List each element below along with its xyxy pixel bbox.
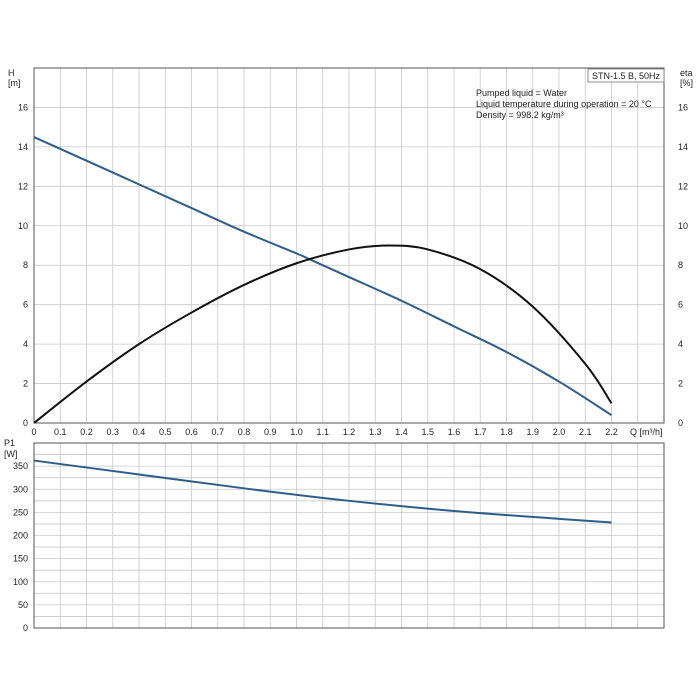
x-tick-label: 0.3	[106, 427, 119, 437]
y-axis-label-top: H	[8, 68, 15, 78]
x-tick-label: 0.7	[211, 427, 224, 437]
x-tick-label: 0.4	[133, 427, 146, 437]
y2-tick-label: 8	[678, 260, 683, 270]
y2-tick-label: 10	[678, 221, 688, 231]
y2-tick-label: 12	[678, 181, 688, 191]
y2-tick-label: 4	[678, 339, 683, 349]
info-pumped-liquid: Pumped liquid = Water	[476, 88, 567, 98]
top-panel-frame	[33, 67, 665, 424]
y-tick-label: 14	[18, 142, 28, 152]
y-axis-label-top-unit: [m]	[8, 78, 21, 88]
tick-labels: 0 0.1 0.2 0.3 0.4 0.5 0.6 0.7 0.8 0.9 1.0 1.1 1.2 1.3…	[13, 102, 688, 633]
y-tick-label: 6	[23, 300, 28, 310]
x-tick-label: 1.6	[448, 427, 461, 437]
x-tick-label: 0.8	[238, 427, 251, 437]
y2-axis-label: eta	[680, 68, 693, 78]
x-tick-label: 1.0	[290, 427, 303, 437]
x-tick-label: 1.7	[474, 427, 487, 437]
x-tick-label: 1.3	[369, 427, 382, 437]
x-tick-label: 1.5	[421, 427, 434, 437]
curves	[33, 136, 613, 524]
y-tick-label-power: 200	[13, 531, 28, 541]
info-liquid-temperature: Liquid temperature during operation = 20…	[476, 99, 652, 109]
x-tick-label: 1.2	[343, 427, 356, 437]
y2-tick-label: 2	[678, 379, 683, 389]
x-axis-label: Q [m³/h]	[630, 427, 663, 437]
x-tick-label: 2.0	[553, 427, 566, 437]
y2-axis-label-unit: [%]	[680, 78, 693, 88]
y-tick-label-power: 300	[13, 484, 28, 494]
x-tick-label: 0.9	[264, 427, 277, 437]
y-tick-label-power: 0	[23, 623, 28, 633]
bottom-panel-grid	[34, 443, 664, 628]
x-tick-label: 1.9	[526, 427, 539, 437]
y-tick-label-power: 50	[18, 600, 28, 610]
y2-tick-label: 0	[678, 418, 683, 428]
x-tick-label: 2.1	[579, 427, 592, 437]
y2-tick-label: 16	[678, 102, 688, 112]
y-tick-label: 8	[23, 260, 28, 270]
y-tick-label-power: 350	[13, 461, 28, 471]
y-tick-label: 4	[23, 339, 28, 349]
power-curve	[33, 459, 612, 524]
x-tick-label: 0.2	[80, 427, 93, 437]
bottom-panel-frame	[33, 442, 665, 629]
y-tick-label: 16	[18, 102, 28, 112]
y2-tick-label: 14	[678, 142, 688, 152]
y-tick-label: 2	[23, 379, 28, 389]
y-tick-label: 0	[23, 418, 28, 428]
legend-box	[587, 68, 665, 83]
y-axis-label-bottom-unit: [W]	[4, 449, 18, 459]
y-tick-label-power: 150	[13, 554, 28, 564]
y-axis-label-bottom: P1	[4, 438, 15, 448]
eta-curve	[33, 244, 613, 424]
x-tick-label: 1.4	[395, 427, 408, 437]
x-tick-label: 2.2	[605, 427, 618, 437]
y-tick-label-power: 250	[13, 507, 28, 517]
x-tick-label: 0	[31, 427, 36, 437]
x-tick-label: 1.8	[500, 427, 513, 437]
info-density: Density = 998.2 kg/m³	[476, 110, 564, 120]
x-tick-label: 0.5	[159, 427, 172, 437]
legend-box-text: STN-1.5 B, 50Hz	[592, 71, 661, 81]
x-tick-label: 0.1	[54, 427, 67, 437]
y-tick-label: 12	[18, 181, 28, 191]
x-tick-label: 1.1	[316, 427, 329, 437]
y-tick-label: 10	[18, 221, 28, 231]
x-tick-label: 0.6	[185, 427, 198, 437]
top-panel-grid	[34, 68, 664, 423]
y-tick-label-power: 100	[13, 577, 28, 587]
y2-tick-label: 6	[678, 300, 683, 310]
